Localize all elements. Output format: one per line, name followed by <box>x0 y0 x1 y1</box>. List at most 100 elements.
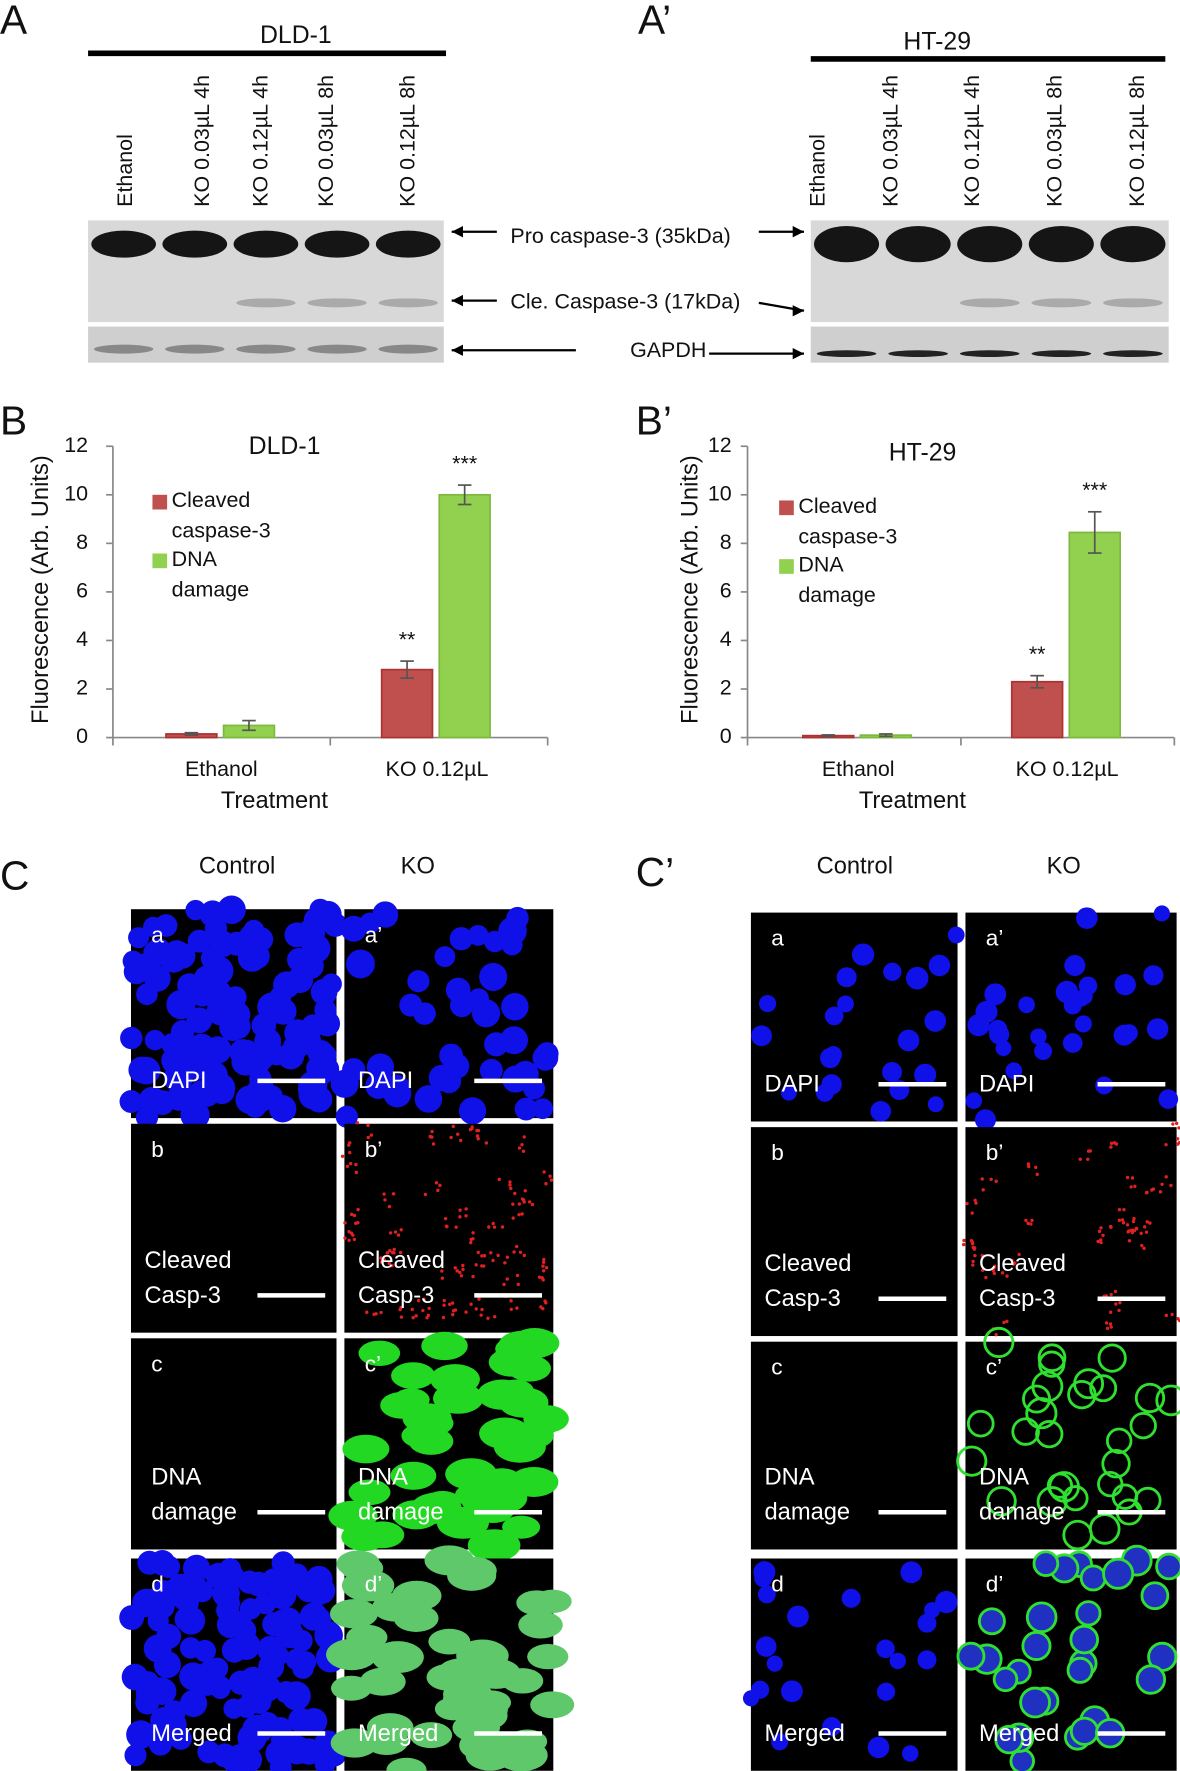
band-label: Cle. Caspase-3 (17kDa) <box>510 290 740 314</box>
nucleus <box>166 989 196 1020</box>
caspase-dot <box>391 1192 396 1196</box>
nucleus <box>342 1058 366 1082</box>
cell-body <box>501 1668 544 1694</box>
nucleus <box>1113 1024 1135 1046</box>
nucleus <box>335 1105 358 1128</box>
nucleus <box>221 1637 247 1663</box>
nucleus <box>780 1084 797 1101</box>
caspase-dot <box>1164 1142 1168 1147</box>
caspase-dot <box>492 1225 497 1229</box>
nucleus <box>1057 983 1078 1004</box>
caspase-dot <box>497 1177 501 1182</box>
cell-body <box>364 1728 409 1755</box>
nucleus <box>413 1002 436 1025</box>
cell-ring <box>1019 1686 1051 1719</box>
caspase-dot <box>973 1198 977 1203</box>
caspase-dot <box>1108 1310 1113 1314</box>
caspase-dot <box>484 1141 489 1145</box>
legend-item: DNA damage <box>172 548 250 602</box>
chart-title: HT-29 <box>889 440 957 467</box>
panel-label: A <box>0 0 28 43</box>
cell-ring <box>992 1666 1019 1693</box>
cell-ring <box>1097 1343 1127 1373</box>
micrograph: c DNA damage <box>130 1338 337 1550</box>
cell-letter: b’ <box>986 1140 1004 1165</box>
caspase-dot <box>1174 1121 1179 1126</box>
nucleus <box>927 1096 944 1113</box>
caspase-dot <box>431 1142 436 1146</box>
caspase-dot <box>989 1177 993 1182</box>
legend-item: Cleaved caspase-3 <box>172 489 271 543</box>
cell-ring <box>1111 1483 1139 1510</box>
caspase-dot <box>523 1189 527 1193</box>
caspase-dot <box>458 1215 462 1219</box>
band <box>162 230 228 258</box>
micrograph: c DNA damage <box>750 1341 958 1550</box>
legend-swatch <box>779 500 794 516</box>
stain-label: damage <box>358 1500 444 1526</box>
caspase-dot <box>440 1276 445 1280</box>
nucleus <box>237 1570 261 1594</box>
caspase-dot <box>1169 1183 1173 1188</box>
caspase-dot <box>451 1124 455 1129</box>
caspase-dot <box>447 1302 452 1307</box>
cell-letter: b’ <box>365 1137 383 1162</box>
nucleus <box>206 996 236 1026</box>
nucleus <box>138 1086 167 1115</box>
y-tick-label: 2 <box>76 676 88 700</box>
nucleus <box>984 983 1007 1006</box>
caspase-dot <box>1099 1240 1103 1245</box>
nucleus <box>300 1707 328 1735</box>
cell-body <box>391 1362 436 1390</box>
cell-letter: a <box>771 926 784 951</box>
cell-letter: b <box>151 1137 164 1162</box>
cell-letter: d <box>771 1572 784 1597</box>
cell-ring <box>956 1445 988 1477</box>
caspase-dot <box>340 1154 345 1159</box>
caspase-dot <box>1129 1185 1133 1189</box>
caspase-dot <box>1109 1141 1114 1146</box>
caspase-dot <box>1145 1220 1149 1224</box>
caspase-dot <box>390 1263 394 1268</box>
nucleus <box>822 1717 842 1737</box>
cell-letter: c <box>771 1355 782 1380</box>
nucleus <box>271 1551 295 1575</box>
cell-body <box>348 1479 391 1506</box>
caspase-dot <box>1177 1126 1180 1130</box>
stain-label: DNA <box>979 1465 1029 1491</box>
x-tick-label: Ethanol <box>185 757 258 781</box>
stain-label: Cleaved <box>358 1248 445 1274</box>
caspase-dot <box>1104 1321 1109 1325</box>
nucleus <box>900 1561 923 1584</box>
band-faint <box>1103 298 1163 308</box>
y-axis-label: Fluorescence (Arb. Units) <box>28 455 54 724</box>
caspase-dot <box>388 1231 393 1235</box>
nucleus <box>179 1689 208 1718</box>
nucleus <box>974 1109 996 1131</box>
nucleus <box>917 1613 937 1633</box>
micrograph: c’ DNA damage <box>956 1326 1180 1551</box>
nucleus <box>824 1006 844 1026</box>
caspase-dot <box>1171 1122 1175 1126</box>
cell-body <box>326 1638 378 1671</box>
x-axis-label: Treatment <box>859 788 967 814</box>
nucleus <box>434 946 456 967</box>
caspase-dot <box>427 1306 431 1311</box>
caspase-dot <box>1086 1157 1090 1161</box>
caspase-dot <box>1132 1216 1136 1221</box>
nucleus <box>1005 1062 1023 1080</box>
panel-label: B’ <box>636 397 672 443</box>
cell-body <box>390 1461 437 1490</box>
cell-ring <box>977 1607 1006 1636</box>
nucleus <box>751 1680 770 1699</box>
band <box>1028 226 1094 263</box>
caspase-dot <box>392 1247 396 1252</box>
caspase-dot <box>1150 1188 1154 1192</box>
lane-label: KO 0.03µL 4h <box>879 75 903 207</box>
cell-ring <box>1025 1397 1058 1430</box>
caspase-dot <box>428 1134 432 1139</box>
cell-ring <box>1135 1664 1167 1695</box>
significance: ** <box>1029 642 1046 666</box>
caspase-dot <box>456 1132 460 1136</box>
caspase-dot <box>1096 1239 1100 1244</box>
